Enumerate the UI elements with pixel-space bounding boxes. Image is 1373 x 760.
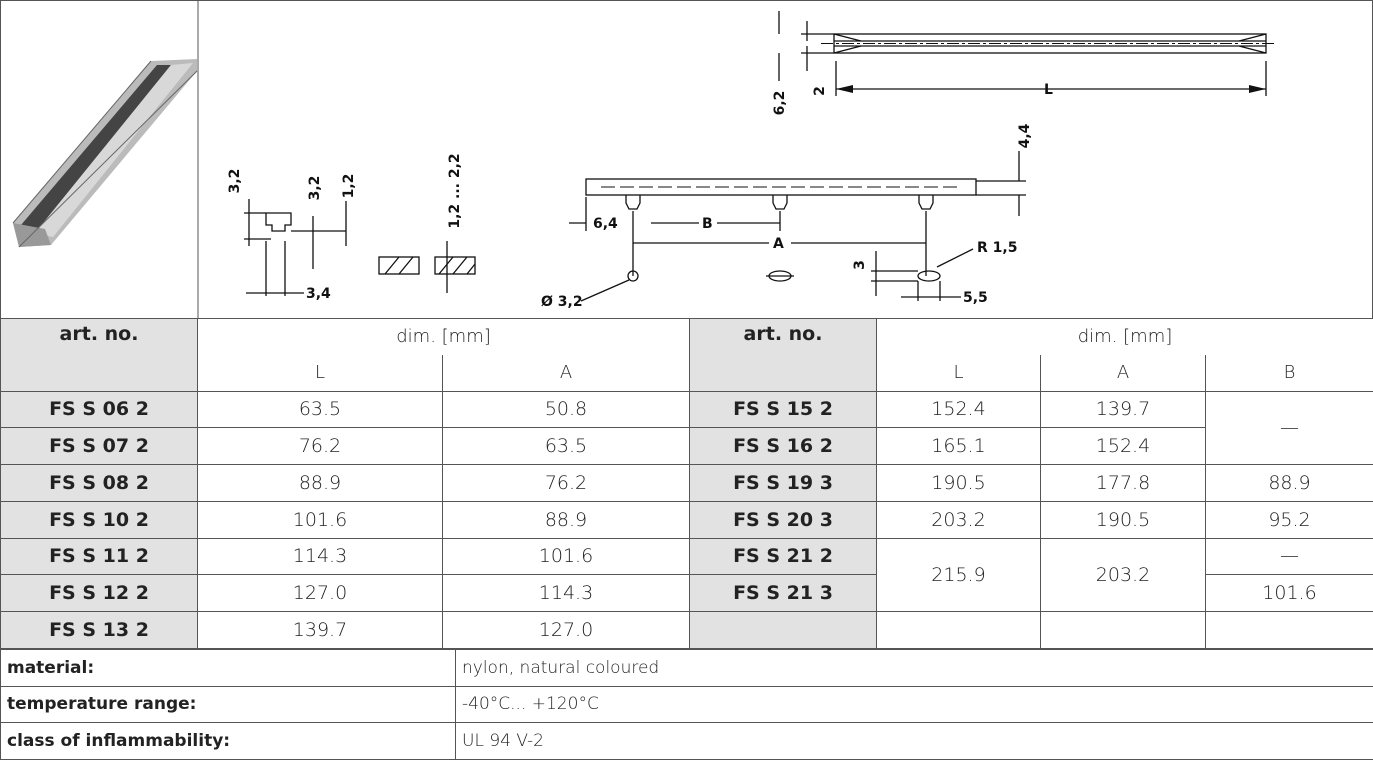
- table-cell: 88.9: [1206, 465, 1373, 502]
- table-cell: 165.1: [877, 428, 1041, 465]
- dim-label: 6,2: [772, 91, 788, 116]
- table-cell: FS S 11 2: [1, 538, 198, 575]
- header-cell: dim. [mm]: [877, 319, 1373, 355]
- table-cell: [1206, 612, 1373, 649]
- dim-label: 2: [812, 86, 828, 96]
- dim-label: L: [1044, 82, 1053, 98]
- table-cell: 88.9: [443, 501, 690, 538]
- table-cell: 139.7: [198, 612, 443, 649]
- dim-label: 3,2: [227, 169, 243, 194]
- dimension-table: art. no. dim. [mm] art. no. dim. [mm] L …: [0, 318, 1373, 649]
- table-cell: temperature range:: [1, 686, 456, 723]
- table-cell: FS S 10 2: [1, 501, 198, 538]
- table-cell: FS S 20 3: [690, 501, 877, 538]
- side-view: [569, 151, 1026, 301]
- table-cell: 152.4: [877, 391, 1041, 428]
- table-cell: [877, 612, 1041, 649]
- table-cell: FS S 15 2: [690, 391, 877, 428]
- table-cell: FS S 21 3: [690, 575, 877, 612]
- table-cell: material:: [1, 649, 456, 686]
- dim-label: A: [773, 236, 784, 252]
- dim-label: 6,4: [593, 216, 618, 232]
- dim-label: 4,4: [1017, 123, 1033, 148]
- table-cell: FS S 21 2: [690, 538, 877, 575]
- spec-row: temperature range:-40°C... +120°C: [1, 686, 1373, 723]
- table-cell: 63.5: [198, 391, 443, 428]
- header-cell: B: [1206, 355, 1373, 391]
- table-cell: 88.9: [198, 465, 443, 502]
- table-cell: 101.6: [443, 538, 690, 575]
- dim-label: 3,2: [307, 176, 323, 201]
- header-cell: L: [877, 355, 1041, 391]
- table-cell: FS S 13 2: [1, 612, 198, 649]
- table-cell: 101.6: [1206, 575, 1373, 612]
- table-cell: 127.0: [198, 575, 443, 612]
- spec-row: material:nylon, natural coloured: [1, 649, 1373, 686]
- header-cell: L: [198, 355, 443, 391]
- top-view: [779, 11, 1276, 96]
- table-cell: —: [1206, 538, 1373, 575]
- table-cell: nylon, natural coloured: [456, 649, 1373, 686]
- dim-label: 3: [852, 260, 868, 270]
- table-cell: FS S 16 2: [690, 428, 877, 465]
- table-cell: 203.2: [877, 501, 1041, 538]
- header-cell: dim. [mm]: [198, 319, 690, 355]
- table-cell: 76.2: [443, 465, 690, 502]
- table-cell: 63.5: [443, 428, 690, 465]
- drawing-area: 3,2 3,2 1,2 1,2 ... 2,2 3,4 6,4 B A Ø 3,…: [0, 0, 1373, 318]
- product-photo: [13, 59, 197, 247]
- header-cell: A: [1041, 355, 1206, 391]
- table-cell: FS S 08 2: [1, 465, 198, 502]
- dim-label: R 1,5: [977, 240, 1017, 256]
- table-cell: 95.2: [1206, 501, 1373, 538]
- table-cell: 152.4: [1041, 428, 1206, 465]
- dim-label: B: [702, 216, 713, 232]
- table-cell: -40°C... +120°C: [456, 686, 1373, 723]
- table-cell: 127.0: [443, 612, 690, 649]
- table-cell: class of inflammability:: [1, 723, 456, 760]
- dim-label: 3,4: [306, 286, 331, 302]
- header-cell: art. no.: [1, 319, 198, 392]
- header-cell: A: [443, 355, 690, 391]
- table-cell: 76.2: [198, 428, 443, 465]
- table-cell: 139.7: [1041, 391, 1206, 428]
- dim-label: 5,5: [963, 290, 988, 306]
- table-cell: 177.8: [1041, 465, 1206, 502]
- header-cell: art. no.: [690, 319, 877, 392]
- table-cell: 101.6: [198, 501, 443, 538]
- table-cell: FS S 06 2: [1, 391, 198, 428]
- section-views: [244, 199, 475, 296]
- dim-label: Ø 3,2: [541, 294, 583, 310]
- table-cell: [690, 612, 877, 649]
- table-cell: 203.2: [1041, 538, 1206, 612]
- dim-label: 1,2 ... 2,2: [447, 153, 463, 228]
- table-cell: FS S 07 2: [1, 428, 198, 465]
- technical-drawing: 3,2 3,2 1,2 1,2 ... 2,2 3,4 6,4 B A Ø 3,…: [1, 1, 1373, 319]
- dim-label: 1,2: [341, 174, 357, 199]
- table-cell: 114.3: [198, 538, 443, 575]
- table-cell: 50.8: [443, 391, 690, 428]
- table-cell: 114.3: [443, 575, 690, 612]
- table-cell: 190.5: [877, 465, 1041, 502]
- table-cell: 215.9: [877, 538, 1041, 612]
- spec-row: class of inflammability:UL 94 V-2: [1, 723, 1373, 760]
- table-cell: FS S 12 2: [1, 575, 198, 612]
- table-cell: —: [1206, 391, 1373, 465]
- table-cell: FS S 19 3: [690, 465, 877, 502]
- table-cell: [1041, 612, 1206, 649]
- table-cell: UL 94 V-2: [456, 723, 1373, 760]
- table-cell: 190.5: [1041, 501, 1206, 538]
